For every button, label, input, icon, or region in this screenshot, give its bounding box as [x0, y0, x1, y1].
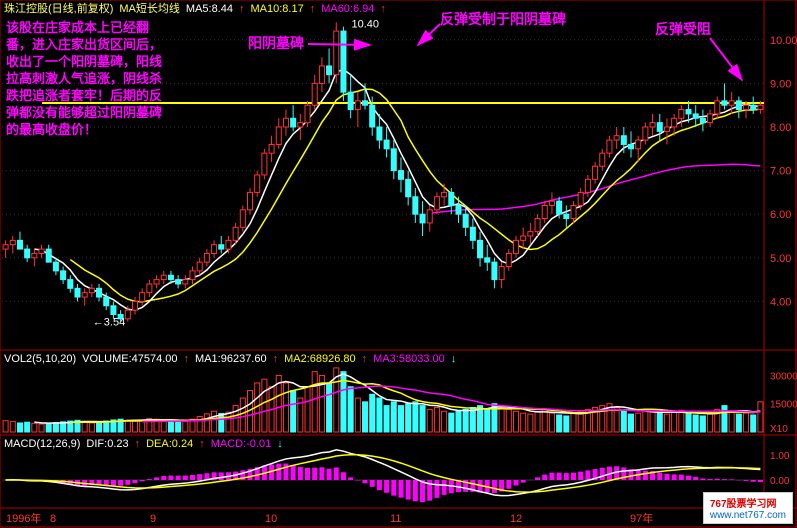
svg-text:DEA:0.24: DEA:0.24: [146, 438, 193, 450]
svg-text:珠江控股(日线,前复权): 珠江控股(日线,前复权): [4, 1, 113, 15]
svg-text:7.00: 7.00: [770, 166, 791, 178]
svg-text:MA1:96237.60: MA1:96237.60: [195, 353, 267, 365]
svg-text:MACD:-0.01: MACD:-0.01: [211, 438, 272, 450]
svg-text:8.00: 8.00: [770, 122, 791, 134]
svg-text:该股在庄家成本上已经翻: 该股在庄家成本上已经翻: [6, 20, 149, 35]
svg-text:5.00: 5.00: [770, 253, 791, 265]
svg-text:↑: ↑: [199, 438, 205, 450]
svg-text:MA10:8.17: MA10:8.17: [250, 3, 303, 15]
svg-text:11: 11: [390, 513, 401, 525]
svg-text:DIF:0.23: DIF:0.23: [86, 438, 128, 450]
svg-text:收出了一个阳阴墓碑，阳线: 收出了一个阳阴墓碑，阳线: [6, 54, 162, 69]
svg-text:←3.54: ←3.54: [93, 316, 125, 328]
svg-text:10.00: 10.00: [770, 35, 797, 47]
svg-text:12: 12: [510, 513, 522, 525]
svg-text:6.00: 6.00: [770, 209, 791, 221]
svg-text:↓: ↓: [277, 438, 283, 450]
svg-text:MA3:58033.00: MA3:58033.00: [373, 353, 445, 365]
watermark-line1: 767股票学习网: [710, 495, 786, 510]
svg-text:97年: 97年: [630, 511, 653, 525]
svg-text:↓: ↓: [451, 353, 457, 365]
svg-text:弹都没有能够超过阳阴墓碑: 弹都没有能够超过阳阴墓碑: [6, 105, 162, 120]
svg-text:跌把追涨者套牢！后期的反: 跌把追涨者套牢！后期的反: [6, 88, 162, 103]
svg-text:拉高刺激人气追涨，阴线杀: 拉高刺激人气追涨，阴线杀: [6, 71, 162, 86]
svg-text:↑: ↑: [380, 3, 386, 15]
svg-text:X10: X10: [770, 424, 788, 435]
svg-text:↑: ↑: [239, 3, 245, 15]
svg-text:↑: ↑: [135, 438, 141, 450]
svg-text:4.00: 4.00: [770, 296, 791, 308]
svg-text:30000: 30000: [770, 371, 797, 382]
svg-text:0.00: 0.00: [770, 476, 790, 487]
svg-text:VOLUME:47574.00: VOLUME:47574.00: [82, 353, 177, 365]
svg-text:↑: ↑: [310, 3, 316, 15]
svg-text:↑: ↑: [184, 353, 190, 365]
svg-text:15000: 15000: [770, 400, 797, 411]
svg-text:MACD(12,26,9): MACD(12,26,9): [4, 438, 80, 450]
svg-text:↑: ↑: [273, 353, 279, 365]
svg-text:MA短长均线: MA短长均线: [119, 1, 180, 15]
watermark: 767股票学习网 www.net767.com: [703, 492, 793, 524]
svg-text:9: 9: [150, 513, 156, 525]
svg-text:番，进入庄家出货区间后，: 番，进入庄家出货区间后，: [5, 37, 162, 52]
svg-text:MA60:6.94: MA60:6.94: [321, 3, 374, 15]
svg-text:9.00: 9.00: [770, 78, 791, 90]
svg-text:反弹受阻: 反弹受阻: [655, 21, 711, 37]
svg-text:VOL2(5,10,20): VOL2(5,10,20): [4, 353, 76, 365]
svg-text:阳阴墓碑: 阳阴墓碑: [248, 35, 304, 51]
svg-text:10: 10: [265, 513, 277, 525]
watermark-line2: www.net767.com: [710, 510, 786, 521]
svg-text:MA2:68926.80: MA2:68926.80: [284, 353, 356, 365]
svg-text:反弹受制于阳阴墓碑: 反弹受制于阳阴墓碑: [440, 11, 566, 27]
svg-text:↑: ↑: [362, 353, 368, 365]
svg-text:8: 8: [50, 513, 56, 525]
svg-text:1996年: 1996年: [6, 511, 41, 525]
svg-text:的最高收盘价！: 的最高收盘价！: [6, 122, 97, 137]
svg-text:MA5:8.44: MA5:8.44: [186, 3, 233, 15]
svg-text:1.00: 1.00: [770, 451, 790, 462]
svg-text:10.40: 10.40: [351, 18, 379, 30]
